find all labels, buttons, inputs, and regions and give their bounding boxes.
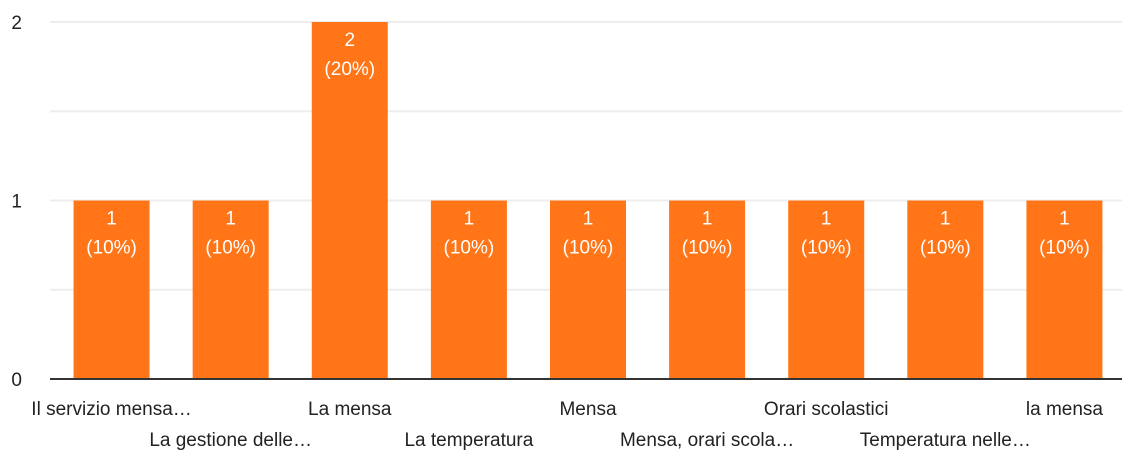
bar-count-label: 1 [940, 209, 951, 230]
bar [669, 200, 746, 379]
x-category-label: La temperatura [404, 430, 533, 450]
bar [73, 200, 150, 379]
bar-percent-label: (10%) [205, 238, 256, 259]
x-category-label: Mensa, orari scola… [620, 430, 794, 450]
x-category-label: La gestione delle… [149, 430, 312, 450]
x-category-label: Orari scolastici [764, 399, 889, 420]
x-axis-labels: Il servizio mensa… La gestione delle… La m… [31, 399, 1104, 451]
bar-count-label: 1 [1059, 209, 1070, 230]
bar-percent-label: (10%) [444, 238, 495, 259]
bar-percent-label: (20%) [324, 59, 375, 80]
bar-count-label: 1 [821, 209, 832, 230]
bar [430, 200, 507, 379]
bar [907, 200, 984, 379]
bar-count-label: 1 [464, 209, 475, 230]
bar-percent-label: (10%) [563, 238, 614, 259]
y-tick-label: 1 [11, 192, 22, 213]
bar [192, 200, 269, 379]
y-tick-label: 0 [11, 370, 22, 391]
bar-count-label: 1 [225, 209, 236, 230]
bar [788, 200, 865, 379]
bar [311, 22, 388, 379]
bar-percent-label: (10%) [801, 238, 852, 259]
bar-count-label: 1 [583, 209, 594, 230]
x-category-label: La mensa [308, 399, 392, 420]
bars: 1 (10%) 1 (10%) 2 (20%) 1 (10%) 1 (10%) 1 (10%) 1 (10… [73, 22, 1103, 379]
y-axis-ticks: 0 1 2 [11, 13, 22, 391]
bar-percent-label: (10%) [86, 238, 137, 259]
x-category-label: Mensa [559, 399, 616, 420]
bar [550, 200, 626, 379]
bar-count-label: 2 [344, 30, 355, 51]
x-category-label: Temperatura nelle… [860, 430, 1031, 450]
x-category-label: Il servizio mensa… [31, 399, 192, 420]
bar-count-label: 1 [106, 209, 117, 230]
bar-percent-label: (10%) [1039, 238, 1090, 259]
y-tick-label: 2 [11, 13, 22, 34]
bar [1026, 200, 1103, 379]
bar-percent-label: (10%) [682, 238, 733, 259]
x-category-label: la mensa [1026, 399, 1104, 420]
bar-count-label: 1 [702, 209, 713, 230]
bar-percent-label: (10%) [920, 238, 971, 259]
